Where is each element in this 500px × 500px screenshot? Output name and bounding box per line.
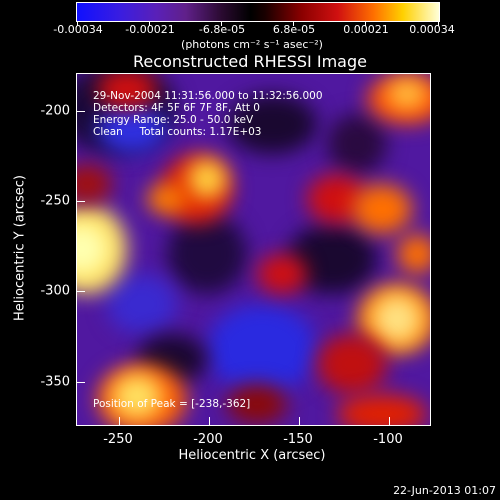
colorbar-tick — [77, 21, 78, 26]
colorbar-label: -0.00034 — [53, 23, 103, 36]
image-title: Reconstructed RHESSI Image — [133, 52, 367, 71]
colorbar-label: -0.00021 — [125, 23, 175, 36]
x-tick-label: -250 — [103, 432, 133, 447]
x-tick-label: -200 — [193, 432, 223, 447]
colorbar-tick — [365, 21, 366, 26]
colorbar-tick — [438, 21, 439, 26]
y-tick-label: -250 — [40, 193, 70, 209]
colorbar-tick — [293, 21, 294, 26]
colorbar-label: 0.00021 — [343, 23, 389, 36]
rhessi-image: 29-Nov-2004 11:31:56.000 to 11:32:56.000… — [76, 73, 431, 426]
time-range-annotation: 29-Nov-2004 11:31:56.000 to 11:32:56.000 — [93, 90, 323, 102]
colorbar-tick — [221, 21, 222, 26]
colorbar — [76, 2, 440, 26]
date-stamp: 22-Jun-2013 01:07 — [393, 484, 496, 497]
clean-counts-annotation: Clean Total counts: 1.17E+03 — [93, 126, 262, 138]
y-axis-title: Heliocentric Y (arcsec) — [12, 175, 28, 321]
x-tick-label: -150 — [283, 432, 313, 447]
x-axis-title: Heliocentric X (arcsec) — [178, 448, 326, 463]
energy-range-annotation: Energy Range: 25.0 - 50.0 keV — [93, 114, 254, 126]
y-tick-label: -200 — [40, 103, 70, 119]
peak-position-annotation: Position of Peak = [-238,-362] — [93, 398, 251, 410]
colorbar-label: -6.8e-05 — [198, 23, 246, 36]
colorbar-unit: (photons cm⁻² s⁻¹ asec⁻²) — [181, 38, 323, 51]
colorbar-label: 6.8e-05 — [272, 23, 316, 36]
colorbar-label: 0.00034 — [409, 23, 455, 36]
detectors-annotation: Detectors: 4F 5F 6F 7F 8F, Att 0 — [93, 102, 260, 114]
y-tick-label: -350 — [40, 374, 70, 390]
colorbar-tick — [149, 21, 150, 26]
x-tick-label: -100 — [373, 432, 403, 447]
y-tick-label: -300 — [40, 283, 70, 299]
